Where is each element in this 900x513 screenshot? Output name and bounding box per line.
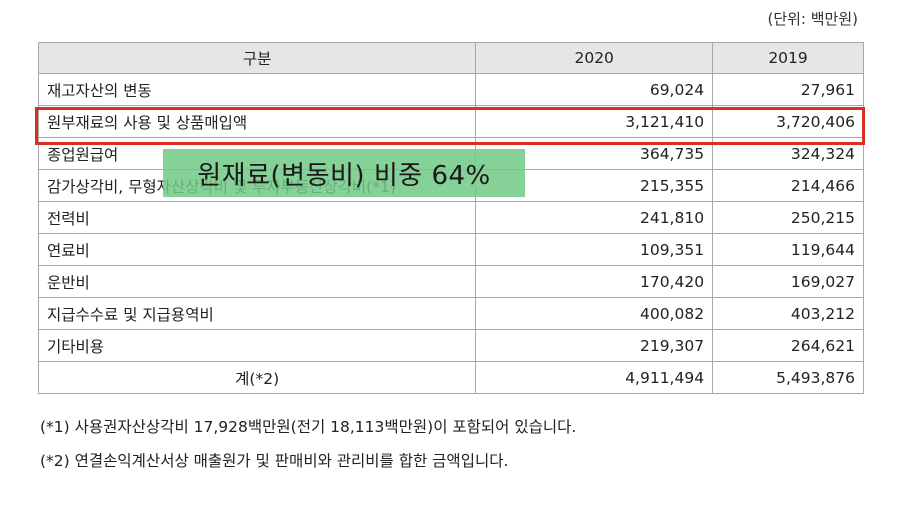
row-2019: 27,961 (712, 73, 864, 106)
row-2019: 119,644 (712, 233, 864, 266)
total-item: 계(*2) (37, 361, 477, 394)
row-2019: 264,621 (712, 329, 864, 362)
table-row: 연료비 109,351 119,644 (37, 233, 864, 266)
row-2020: 219,307 (475, 329, 714, 362)
header-2020: 2020 (475, 42, 714, 74)
row-item: 원부재료의 사용 및 상품매입액 (37, 105, 477, 138)
row-2019: 3,720,406 (712, 105, 864, 138)
row-2019: 169,027 (712, 265, 864, 298)
table-row: 운반비 170,420 169,027 (37, 265, 864, 298)
table-row: 지급수수료 및 지급용역비 400,082 403,212 (37, 297, 864, 330)
header-item: 구분 (37, 42, 477, 74)
cost-table: 구분 2020 2019 재고자산의 변동 69,024 27,961 원부재료… (37, 42, 864, 394)
row-2020: 109,351 (475, 233, 714, 266)
variable-cost-overlay: 원재료(변동비) 비중 64% (163, 149, 525, 197)
row-2019: 324,324 (712, 137, 864, 170)
row-item: 전력비 (37, 201, 477, 234)
row-2020: 170,420 (475, 265, 714, 298)
footnote: (*1) 사용권자산상각비 17,928백만원(전기 18,113백만원)이 포… (40, 418, 577, 436)
row-item: 기타비용 (37, 329, 477, 362)
row-2019: 403,212 (712, 297, 864, 330)
row-2019: 250,215 (712, 201, 864, 234)
row-2020: 400,082 (475, 297, 714, 330)
row-2019: 214,466 (712, 169, 864, 202)
table-row: 재고자산의 변동 69,024 27,961 (37, 73, 864, 106)
footnote: (*2) 연결손익계산서상 매출원가 및 판매비와 관리비를 합한 금액입니다. (40, 452, 509, 470)
total-row: 계(*2) 4,911,494 5,493,876 (37, 361, 864, 394)
row-item: 지급수수료 및 지급용역비 (37, 297, 477, 330)
total-2020: 4,911,494 (475, 361, 714, 394)
table-row: 전력비 241,810 250,215 (37, 201, 864, 234)
unit-note: (단위: 백만원) (767, 10, 858, 28)
row-2020: 69,024 (475, 73, 714, 106)
row-item: 운반비 (37, 265, 477, 298)
header-2019: 2019 (712, 42, 864, 74)
row-item: 재고자산의 변동 (37, 73, 477, 106)
row-item: 연료비 (37, 233, 477, 266)
total-2019: 5,493,876 (712, 361, 864, 394)
header-row: 구분 2020 2019 (37, 42, 864, 74)
table-row: 원부재료의 사용 및 상품매입액 3,121,410 3,720,406 (37, 105, 864, 138)
footnotes: (*1) 사용권자산상각비 17,928백만원(전기 18,113백만원)이 포… (40, 410, 576, 478)
row-2020: 241,810 (475, 201, 714, 234)
row-2020: 3,121,410 (475, 105, 714, 138)
table-row: 기타비용 219,307 264,621 (37, 329, 864, 362)
